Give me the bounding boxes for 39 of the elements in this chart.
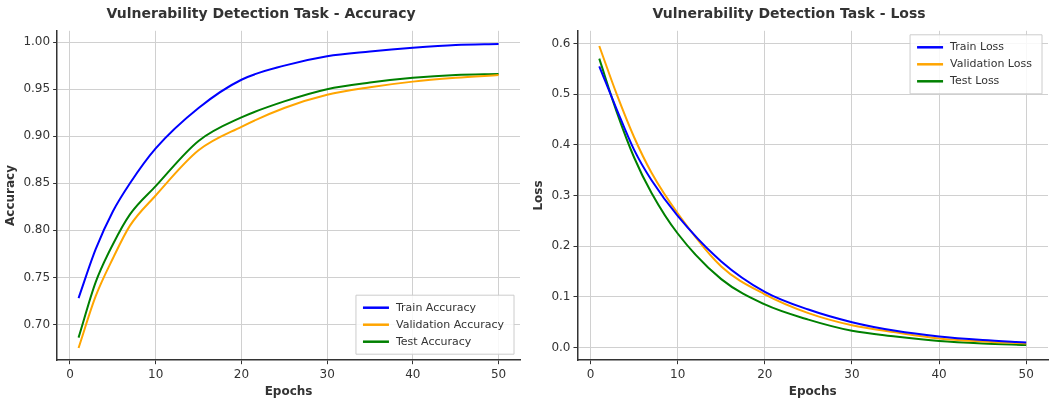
x-tick-label: 30	[319, 366, 335, 381]
legend-label: Test Accuracy	[394, 334, 472, 348]
x-tick-label: 40	[405, 366, 421, 381]
y-tick-label: 0.3	[551, 187, 571, 202]
y-tick-label: 0.5	[551, 86, 571, 101]
legend-label: Validation Loss	[950, 57, 1033, 71]
y-tick-label: 1.00	[23, 34, 51, 49]
y-axis-title: Loss	[531, 180, 546, 211]
legend-label: Train Accuracy	[394, 300, 477, 314]
chart-title: Vulnerability Detection Task - Loss	[652, 5, 926, 22]
x-axis-title: Epochs	[788, 383, 837, 398]
x-tick-label: 30	[844, 366, 860, 381]
y-tick-label: 0.75	[23, 269, 51, 284]
x-tick-label: 20	[233, 366, 250, 381]
x-tick-label: 50	[490, 366, 507, 381]
y-tick-label: 0.4	[551, 136, 571, 151]
y-tick-label: 0.85	[23, 175, 51, 190]
x-tick-label: 50	[1018, 366, 1034, 381]
x-tick-label: 10	[148, 366, 164, 381]
x-tick-label: 20	[757, 366, 773, 381]
line-series	[77, 42, 500, 300]
x-tick-label: 0	[586, 366, 595, 381]
chart-title: Vulnerability Detection Task - Accuracy	[106, 5, 416, 22]
y-tick-label: 0.0	[551, 339, 571, 354]
x-axis-title: Epochs	[264, 383, 313, 398]
legend-label: Test Loss	[949, 74, 1000, 88]
x-tick-label: 10	[670, 366, 686, 381]
x-tick-label: 0	[66, 366, 74, 381]
legend-label: Validation Accuracy	[395, 317, 505, 331]
y-tick-label: 0.6	[551, 35, 571, 50]
y-tick-label: 0.70	[23, 316, 51, 331]
y-tick-label: 0.80	[23, 222, 51, 237]
y-tick-label: 0.2	[551, 238, 571, 253]
y-tick-label: 0.95	[23, 81, 51, 96]
x-tick-label: 40	[931, 366, 947, 381]
y-tick-label: 0.1	[551, 288, 571, 303]
y-axis-title: Accuracy	[3, 164, 18, 227]
y-tick-label: 0.90	[23, 128, 51, 143]
legend-label: Train Loss	[949, 40, 1005, 54]
